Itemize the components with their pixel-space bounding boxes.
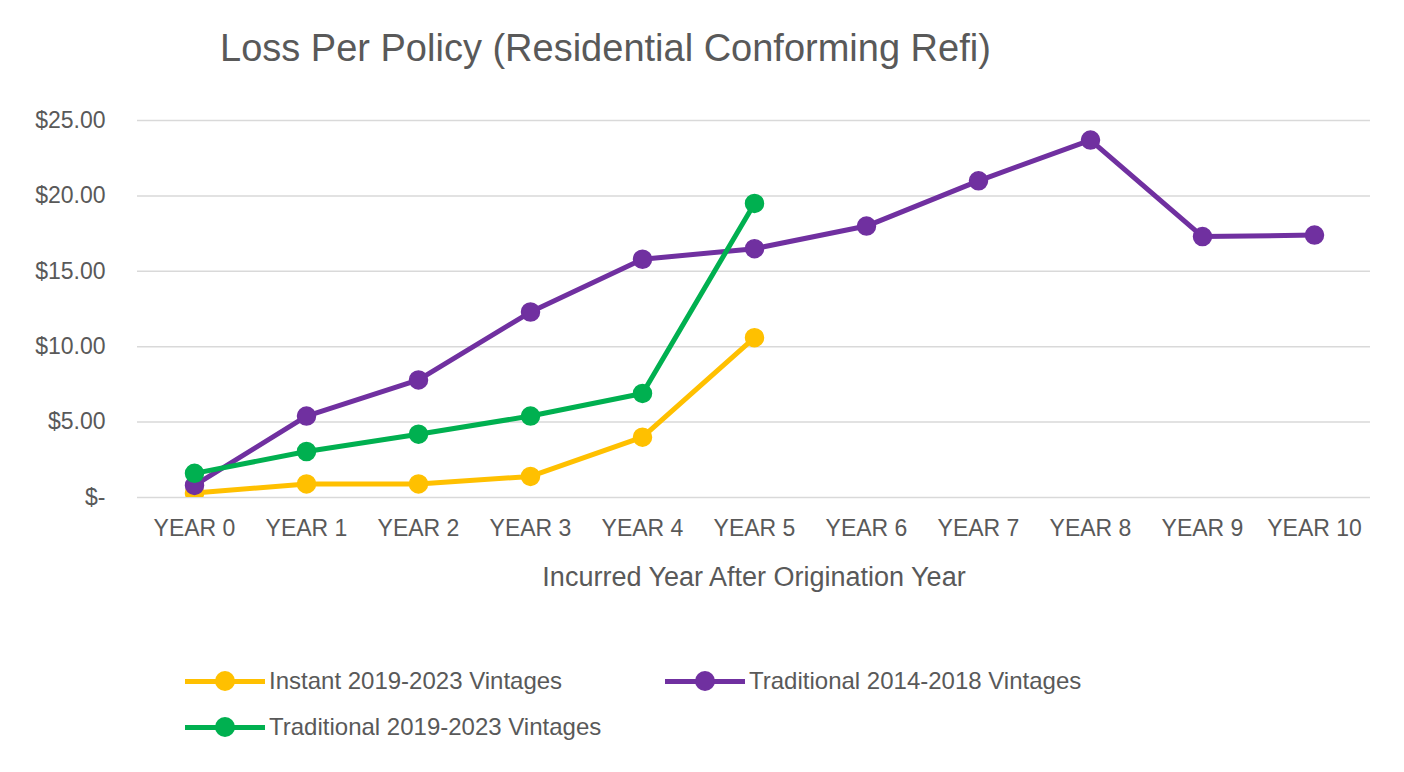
- svg-text:YEAR 8: YEAR 8: [1050, 515, 1132, 541]
- html-text:Loss Per Policy (Residential C: Loss Per Policy (Residential Conforming …: [220, 27, 991, 69]
- html-text:Traditional 2019-2023 Vintages: Traditional 2019-2023 Vintages: [269, 713, 602, 740]
- svg-text:$5.00: $5.00: [48, 408, 106, 434]
- svg-text:YEAR 1: YEAR 1: [266, 515, 348, 541]
- svg-text:Incurred Year After Originatio: Incurred Year After Origination Year: [542, 562, 965, 592]
- svg-text:$20.00: $20.00: [35, 182, 105, 208]
- svg-text:$10.00: $10.00: [35, 333, 105, 359]
- svg-text:YEAR 6: YEAR 6: [826, 515, 908, 541]
- svg-text:YEAR 7: YEAR 7: [938, 515, 1020, 541]
- svg-text:YEAR 4: YEAR 4: [602, 515, 684, 541]
- svg-text:YEAR 9: YEAR 9: [1162, 515, 1244, 541]
- svg-text:YEAR 10: YEAR 10: [1267, 515, 1362, 541]
- svg-text:YEAR 3: YEAR 3: [490, 515, 572, 541]
- svg-text:$-: $-: [85, 484, 105, 510]
- html-text:Instant 2019-2023 Vintages: Instant 2019-2023 Vintages: [269, 667, 563, 694]
- svg-text:YEAR 5: YEAR 5: [714, 515, 796, 541]
- svg-text:$15.00: $15.00: [35, 258, 105, 284]
- svg-text:$25.00: $25.00: [35, 107, 105, 133]
- svg-text:YEAR 2: YEAR 2: [378, 515, 460, 541]
- html-text:Traditional 2014-2018 Vintages: Traditional 2014-2018 Vintages: [749, 667, 1082, 694]
- svg-text:YEAR 0: YEAR 0: [154, 515, 236, 541]
